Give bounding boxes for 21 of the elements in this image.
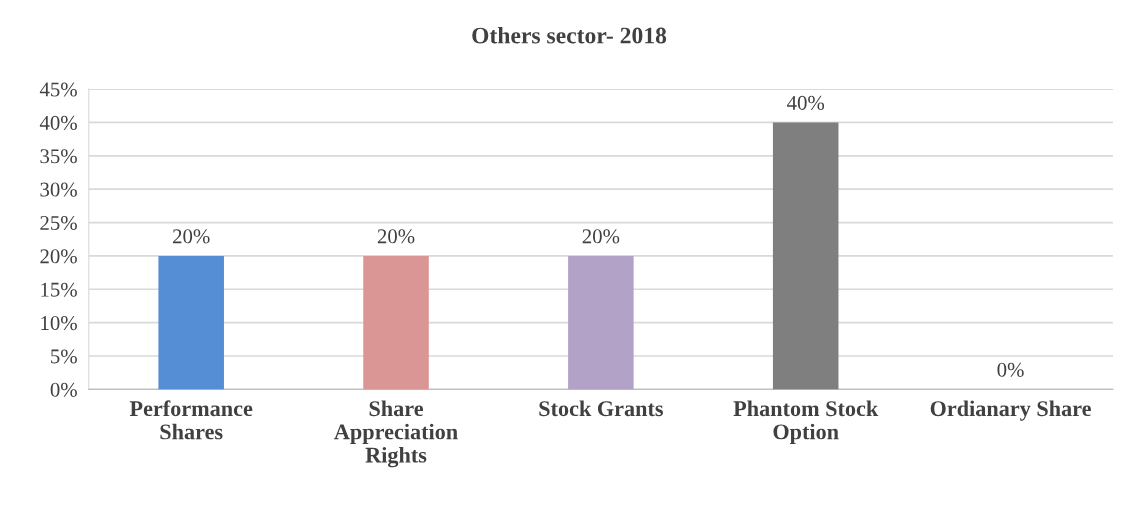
x-tick-label: Phantom Stock Option bbox=[733, 400, 879, 444]
x-tick-label: Performance Shares bbox=[129, 400, 253, 440]
data-label: 40% bbox=[787, 95, 825, 110]
y-tick-label: 40% bbox=[39, 115, 77, 130]
y-tick-label: 15% bbox=[41, 282, 77, 297]
y-tick-label: 5% bbox=[51, 349, 77, 364]
y-tick-label: 45% bbox=[39, 82, 77, 97]
data-label: 20% bbox=[377, 229, 415, 244]
y-tick-label: 30% bbox=[40, 182, 77, 197]
y-tick-label: 35% bbox=[40, 149, 77, 164]
x-tick-label: Share Appreciation Rights bbox=[334, 400, 458, 468]
x-tick-label: Ordianary Share bbox=[930, 400, 1091, 421]
y-tick-label: 20% bbox=[40, 249, 77, 264]
y-tick-label: 10% bbox=[41, 316, 77, 331]
y-tick-label: 25% bbox=[40, 215, 77, 231]
y-tick-label: 0% bbox=[50, 382, 77, 397]
data-label: 0% bbox=[997, 362, 1024, 377]
chart-title: Others sector- 2018 bbox=[472, 26, 667, 44]
data-label: 20% bbox=[582, 229, 620, 244]
data-label: 20% bbox=[173, 229, 210, 244]
x-tick-label: Stock Grants bbox=[539, 400, 663, 417]
